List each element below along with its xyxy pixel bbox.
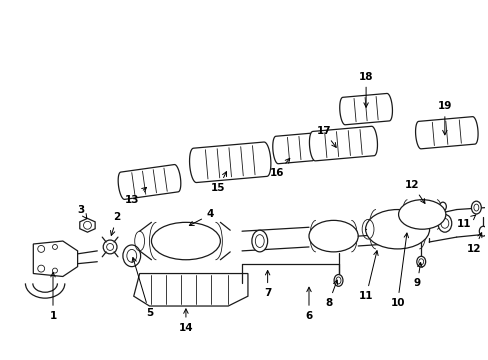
- Text: 11: 11: [456, 215, 475, 229]
- Text: 15: 15: [211, 172, 226, 193]
- Text: 8: 8: [325, 280, 337, 308]
- Text: 19: 19: [437, 101, 451, 135]
- Text: 13: 13: [124, 188, 146, 205]
- Polygon shape: [33, 241, 78, 276]
- Text: 17: 17: [316, 126, 336, 147]
- Polygon shape: [80, 219, 95, 232]
- Text: 2: 2: [110, 212, 121, 235]
- Ellipse shape: [308, 220, 358, 252]
- Text: 9: 9: [413, 262, 421, 288]
- Ellipse shape: [122, 245, 141, 267]
- Ellipse shape: [422, 202, 430, 212]
- Text: 16: 16: [270, 158, 289, 178]
- Text: 7: 7: [264, 270, 271, 298]
- Text: 4: 4: [189, 210, 214, 225]
- Text: 10: 10: [389, 233, 407, 308]
- Text: 14: 14: [178, 309, 193, 333]
- Polygon shape: [339, 94, 392, 125]
- Text: 3: 3: [77, 204, 87, 219]
- Ellipse shape: [470, 201, 480, 214]
- Polygon shape: [415, 117, 477, 149]
- Polygon shape: [309, 126, 377, 161]
- Text: 6: 6: [305, 287, 312, 321]
- Ellipse shape: [151, 222, 220, 260]
- Text: 18: 18: [358, 72, 372, 107]
- Ellipse shape: [478, 226, 486, 236]
- Text: 1: 1: [49, 273, 57, 321]
- Ellipse shape: [103, 240, 117, 254]
- Polygon shape: [189, 142, 270, 183]
- Ellipse shape: [416, 256, 425, 267]
- Text: 12: 12: [466, 233, 481, 254]
- Polygon shape: [118, 165, 181, 199]
- Ellipse shape: [251, 230, 267, 252]
- Text: 11: 11: [358, 251, 377, 301]
- Text: 12: 12: [404, 180, 424, 203]
- Polygon shape: [133, 274, 247, 306]
- Ellipse shape: [398, 200, 445, 229]
- Ellipse shape: [365, 210, 429, 249]
- Polygon shape: [272, 133, 315, 164]
- Ellipse shape: [439, 202, 446, 211]
- Ellipse shape: [333, 275, 342, 286]
- Text: 5: 5: [132, 257, 153, 318]
- Ellipse shape: [437, 215, 451, 232]
